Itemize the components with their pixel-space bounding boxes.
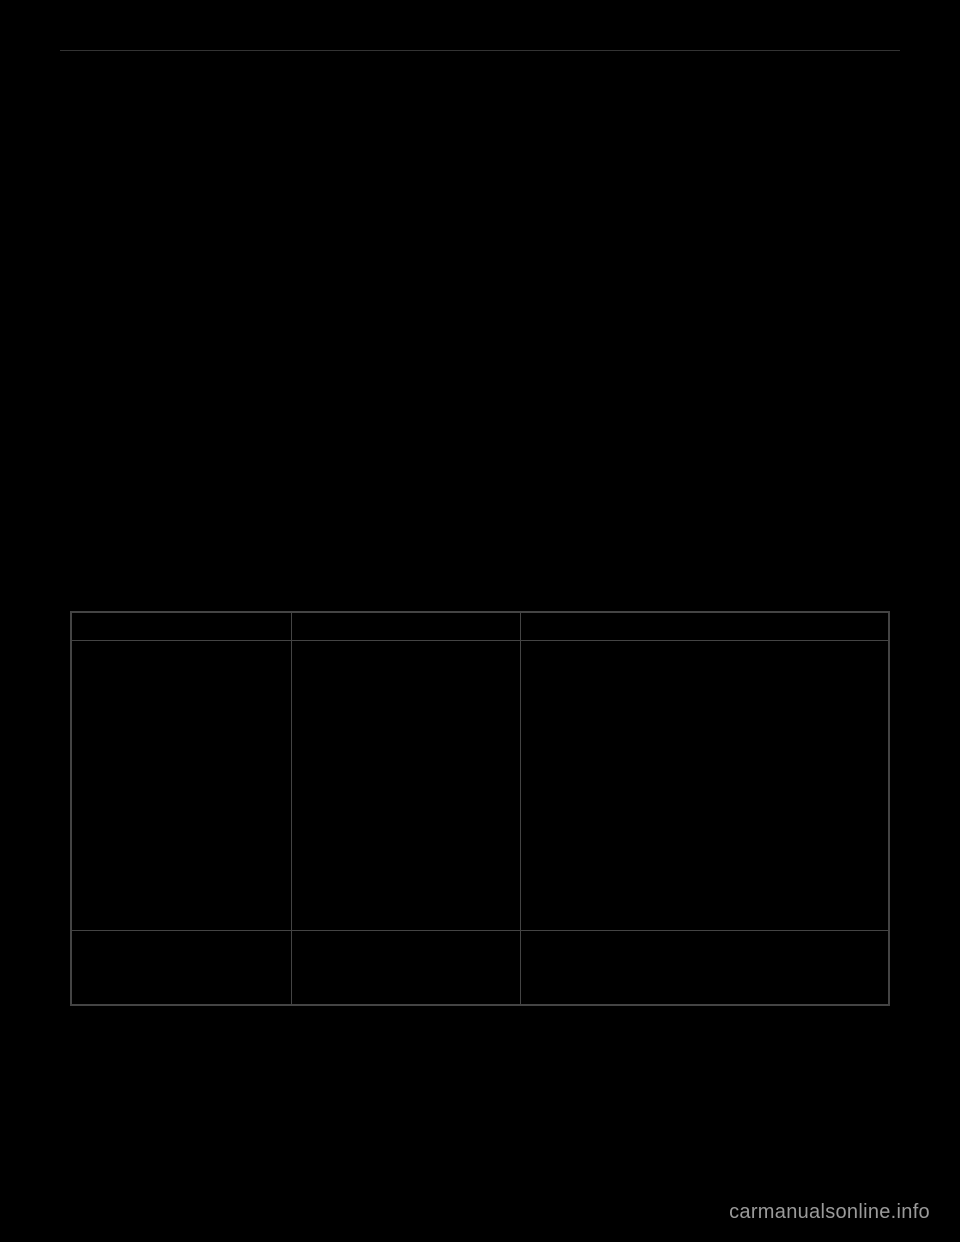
data-table	[70, 611, 890, 1006]
table-cell	[292, 930, 521, 1005]
table-row	[71, 640, 889, 930]
content-area	[60, 611, 900, 1006]
table-cell	[71, 930, 292, 1005]
footer-brand: carmanualsonline.info	[729, 1201, 930, 1224]
table-header-cell	[521, 612, 889, 640]
page-container: carmanualsonline.info	[0, 0, 960, 1242]
header-rule	[60, 50, 900, 51]
data-table-wrap	[70, 611, 890, 1006]
table-cell	[71, 640, 292, 930]
table-header-cell	[71, 612, 292, 640]
table-header-row	[71, 612, 889, 640]
table-cell	[521, 930, 889, 1005]
table-cell	[292, 640, 521, 930]
table-header-cell	[292, 612, 521, 640]
table-cell	[521, 640, 889, 930]
table-row	[71, 930, 889, 1005]
